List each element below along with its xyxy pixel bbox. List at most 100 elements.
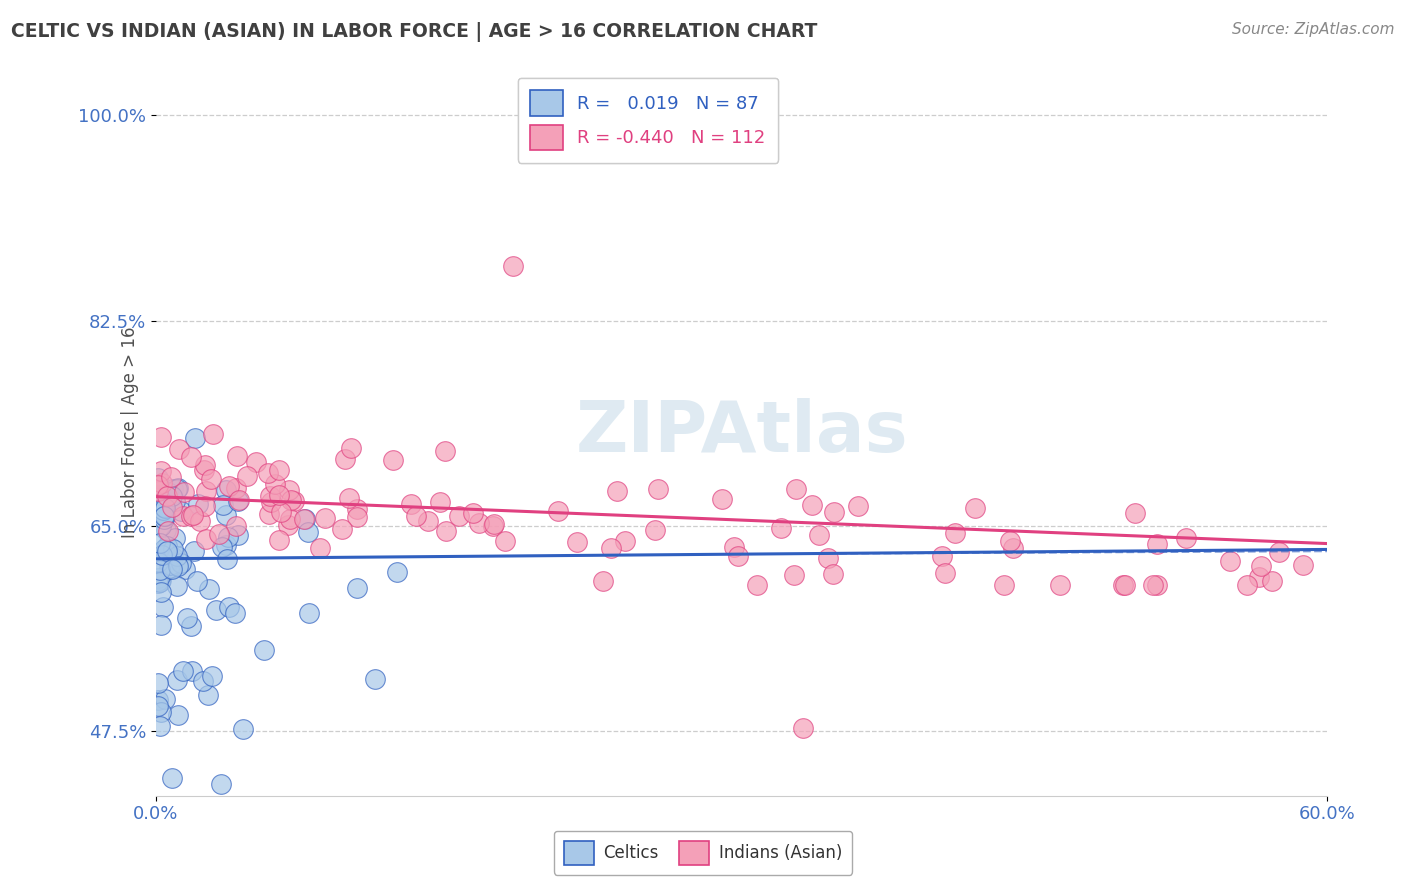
Point (166, 673, 188, 688)
Point (330, 522, 353, 536)
Point (159, 558, 181, 572)
Point (157, 561, 180, 575)
Point (463, 506, 485, 520)
Point (710, 492, 733, 507)
Point (727, 549, 749, 563)
Point (167, 481, 190, 495)
Point (183, 543, 205, 558)
Point (166, 558, 188, 573)
Point (172, 509, 194, 524)
Point (416, 514, 439, 528)
Point (613, 534, 636, 549)
Point (963, 501, 986, 516)
Point (156, 490, 179, 504)
Point (150, 475, 173, 490)
Point (385, 565, 408, 579)
Point (155, 543, 177, 558)
Point (204, 603, 226, 617)
Point (148, 576, 170, 591)
Point (1002, 541, 1025, 555)
Point (146, 483, 169, 498)
Point (167, 442, 190, 456)
Point (309, 541, 332, 555)
Point (170, 556, 193, 570)
Point (159, 562, 181, 576)
Point (723, 540, 745, 554)
Point (1146, 537, 1168, 551)
Point (209, 777, 232, 791)
Point (294, 512, 316, 526)
Point (482, 517, 505, 532)
Point (183, 508, 205, 523)
Point (1250, 559, 1272, 574)
Point (821, 566, 844, 581)
Point (232, 722, 254, 736)
Point (149, 705, 172, 719)
Point (340, 442, 363, 456)
Point (225, 518, 247, 533)
Point (405, 509, 427, 524)
Point (257, 507, 280, 521)
Point (297, 524, 319, 539)
Point (277, 483, 299, 497)
Point (218, 479, 240, 493)
Point (217, 530, 239, 544)
Point (166, 549, 188, 563)
Point (1142, 577, 1164, 591)
Point (494, 534, 516, 549)
Point (292, 512, 315, 526)
Point (202, 427, 225, 442)
Point (197, 688, 219, 702)
Point (191, 674, 214, 689)
Point (567, 535, 589, 549)
Point (146, 477, 169, 491)
Point (149, 718, 172, 732)
Point (225, 482, 247, 496)
Point (226, 449, 249, 463)
Point (181, 665, 204, 679)
Point (150, 584, 173, 599)
Point (1236, 577, 1258, 591)
Point (260, 494, 283, 508)
Point (1174, 531, 1197, 545)
Point (769, 521, 792, 535)
Point (215, 552, 238, 566)
Point (381, 452, 404, 467)
Point (792, 721, 814, 735)
Point (447, 508, 470, 523)
Point (183, 431, 205, 445)
Point (162, 549, 184, 564)
Point (160, 489, 183, 503)
Point (180, 450, 202, 464)
Point (644, 523, 666, 537)
Point (146, 676, 169, 690)
Point (1268, 544, 1291, 558)
Point (647, 482, 669, 496)
Point (434, 524, 457, 538)
Point (146, 470, 169, 484)
Point (194, 458, 217, 472)
Text: ZIPAtlas: ZIPAtlas (575, 398, 908, 467)
Point (156, 485, 179, 500)
Point (434, 443, 457, 458)
Point (149, 536, 172, 550)
Point (934, 566, 956, 580)
Point (194, 533, 217, 547)
Point (333, 451, 356, 466)
Y-axis label: In Labor Force | Age > 16: In Labor Force | Age > 16 (121, 326, 139, 538)
Point (146, 571, 169, 585)
Point (193, 463, 215, 477)
Point (278, 512, 301, 526)
Point (226, 493, 249, 508)
Point (186, 574, 208, 588)
Point (482, 519, 505, 533)
Point (253, 643, 276, 657)
Point (149, 429, 172, 443)
Point (149, 563, 172, 577)
Point (172, 664, 194, 678)
Point (215, 538, 238, 552)
Point (236, 468, 259, 483)
Point (167, 708, 190, 723)
Point (197, 582, 219, 596)
Point (152, 508, 174, 523)
